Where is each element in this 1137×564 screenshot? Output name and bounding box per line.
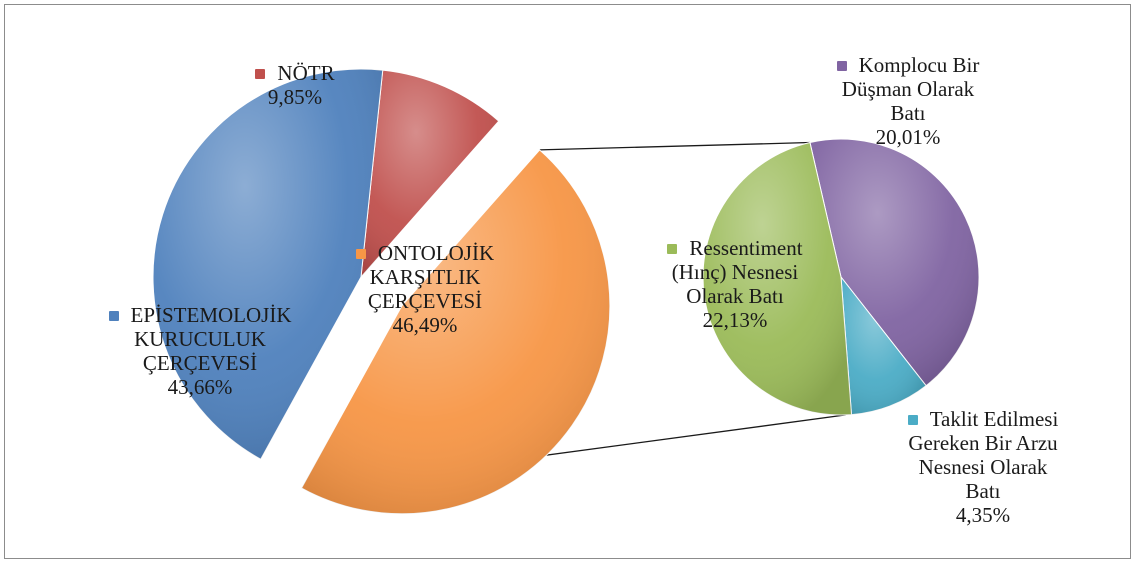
ressentiment-value: 22,13% — [702, 308, 768, 332]
label-epistemolojik: EPİSTEMOLOJİK KURUCULUK ÇERÇEVESİ 43,66% — [90, 303, 310, 399]
slice-ntr — [360, 69, 500, 279]
slice-ontolojik — [300, 149, 611, 515]
notr-name: NÖTR — [277, 61, 335, 85]
epistemolojik-legend-swatch — [108, 311, 119, 321]
label-komplocu: Komplocu Bir Düşman Olarak Batı 20,01% — [803, 53, 1013, 149]
label-notr: NÖTR 9,85% — [230, 61, 360, 109]
slice-ressentiment — [702, 141, 853, 416]
slice-komplocu — [809, 138, 980, 387]
chart-frame: NÖTR 9,85% ONTOLOJİK KARŞITLIK ÇERÇEVESİ… — [4, 4, 1131, 559]
label-ontolojik: ONTOLOJİK KARŞITLIK ÇERÇEVESİ 46,49% — [345, 241, 505, 337]
notr-legend-swatch — [255, 69, 266, 79]
slice-taklit — [840, 275, 927, 416]
label-ressentiment: Ressentiment (Hınç) Nesnesi Olarak Batı … — [640, 236, 830, 332]
chart-svg — [152, 68, 980, 515]
ressentiment-legend-swatch — [667, 244, 678, 254]
komplocu-value: 20,01% — [875, 125, 941, 149]
notr-value: 9,85% — [267, 85, 323, 109]
ontolojik-value: 46,49% — [392, 313, 458, 337]
label-taklit: Taklit Edilmesi Gereken Bir Arzu Nesnesi… — [873, 407, 1093, 527]
komplocu-legend-swatch — [836, 61, 847, 71]
epistemolojik-value: 43,66% — [167, 375, 233, 399]
connector-top — [539, 141, 810, 151]
slice-epistemolojik — [152, 68, 384, 460]
taklit-value: 4,35% — [955, 503, 1011, 527]
ontolojik-legend-swatch — [355, 249, 366, 259]
taklit-legend-swatch — [907, 415, 918, 425]
